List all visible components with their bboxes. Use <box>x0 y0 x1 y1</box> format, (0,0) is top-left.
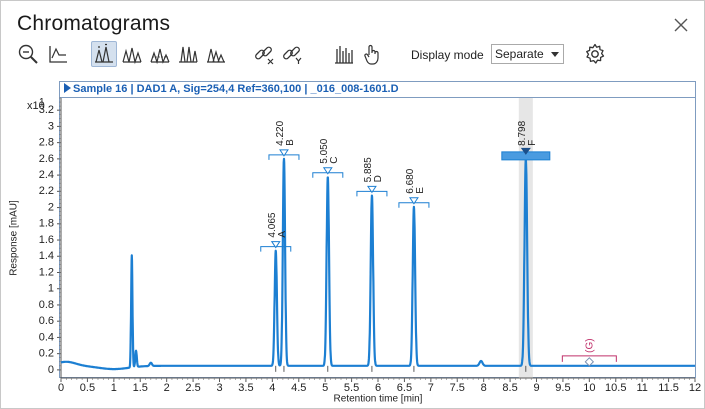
display-mode-select[interactable]: Separate <box>491 44 564 64</box>
x-tick-label: 9.5 <box>555 382 570 394</box>
y-tick-label: 2.2 <box>39 185 54 197</box>
y-tick-label: 0.2 <box>39 348 54 360</box>
x-tick-label: 2.5 <box>185 382 200 394</box>
peak-stack-icon[interactable] <box>147 41 173 67</box>
expected-peak-marker <box>584 357 595 367</box>
x-tick-label: 1.5 <box>133 382 148 394</box>
peak-name-label: C <box>329 156 340 163</box>
y-multiplier-exp: 1 <box>39 97 45 108</box>
x-tick-label: 4.5 <box>291 382 306 394</box>
y-tick-label: 0 <box>48 364 54 376</box>
x-tick-label: 11 <box>636 382 647 394</box>
y-tick-label: 1.6 <box>39 234 54 246</box>
y-tick-label: 3.2 <box>39 104 54 116</box>
peak-rt-label: 8.798 <box>517 120 528 145</box>
peak-marker <box>366 185 377 194</box>
y-tick-label: 1 <box>48 283 54 295</box>
peak-name-label: F <box>527 140 538 146</box>
x-tick-label: 3.5 <box>238 382 253 394</box>
peak-marker <box>408 197 419 205</box>
y-axis-title: Response [mAU] <box>9 200 20 276</box>
y-tick-label: 1.2 <box>39 266 54 278</box>
peak-marker <box>279 149 289 157</box>
x-tick-label: 6 <box>375 382 381 394</box>
x-tick-label: 0.5 <box>80 382 95 394</box>
peak-rt-label: 6.680 <box>405 168 416 193</box>
selected-peak-band <box>518 98 533 378</box>
peak-rt-label: 4.220 <box>275 120 286 145</box>
gear-icon[interactable] <box>583 42 607 66</box>
plot-header[interactable]: Sample 16 | DAD1 A, Sig=254,4 Ref=360,10… <box>60 82 695 98</box>
expand-arrow-icon[interactable] <box>64 83 71 93</box>
y-tick-label: 0.8 <box>39 299 54 311</box>
close-icon[interactable] <box>671 15 691 35</box>
x-tick-label: 12 <box>689 382 701 394</box>
peak-split-icon[interactable] <box>175 41 201 67</box>
peak-rt-label: 5.050 <box>319 138 330 163</box>
y-multiplier: x10 <box>27 100 45 112</box>
x-tick-label: 10 <box>583 382 595 394</box>
baseline-icon[interactable] <box>45 41 71 67</box>
peak-name-label: A <box>277 231 288 238</box>
link-y-icon[interactable] <box>279 41 305 67</box>
x-tick-label: 1 <box>111 382 117 394</box>
x-tick-label: 5.5 <box>344 382 359 394</box>
peak-marker <box>520 147 531 155</box>
display-mode-label: Display mode <box>411 48 484 62</box>
x-axis-title: Retention time [min] <box>334 394 423 405</box>
x-tick-label: 2 <box>164 382 170 394</box>
peak-overlay-icon[interactable] <box>119 41 145 67</box>
x-tick-label: 8.5 <box>502 382 517 394</box>
peak-name-label: E <box>415 187 426 194</box>
x-tick-label: 6.5 <box>397 382 412 394</box>
x-tick-label: 8 <box>481 382 487 394</box>
hand-pointer-icon[interactable] <box>359 41 385 67</box>
display-mode-value: Separate <box>495 47 544 61</box>
y-tick-label: 2.8 <box>39 137 54 149</box>
x-tick-label: 3 <box>216 382 222 394</box>
peak-name-label: D <box>373 175 384 182</box>
x-tick-label: 5 <box>322 382 328 394</box>
x-tick-label: 7.5 <box>450 382 465 394</box>
y-tick-label: 2.6 <box>39 153 54 165</box>
chromatogram-trace <box>60 157 696 371</box>
x-tick-label: 9 <box>533 382 539 394</box>
peak-labels-icon[interactable] <box>91 41 117 67</box>
link-x-icon[interactable] <box>251 41 277 67</box>
peak-name-label: B <box>285 139 296 146</box>
expected-peak-bracket <box>561 355 617 362</box>
x-tick-label: 4 <box>269 382 275 394</box>
spectrum-icon[interactable] <box>331 41 357 67</box>
plot-header-text: Sample 16 | DAD1 A, Sig=254,4 Ref=360,10… <box>73 83 399 95</box>
x-tick-label: 11.5 <box>658 382 679 394</box>
y-tick-label: 2 <box>48 201 54 213</box>
toolbar: Display mode Separate <box>15 41 695 69</box>
y-tick-label: 1.8 <box>39 218 54 230</box>
chevron-down-icon <box>551 52 559 57</box>
y-tick-label: 1.4 <box>39 250 54 262</box>
y-tick-label: 0.4 <box>39 331 54 343</box>
peak-marker <box>322 167 333 175</box>
peak-shift-icon[interactable] <box>203 41 229 67</box>
x-tick-label: 0 <box>58 382 64 394</box>
y-tick-label: 3 <box>48 120 54 132</box>
x-tick-label: 7 <box>428 382 434 394</box>
peak-rt-label: 5.885 <box>363 157 374 182</box>
y-tick-label: 0.6 <box>39 315 54 327</box>
peak-marker <box>270 241 281 249</box>
window-title: Chromatograms <box>17 12 171 35</box>
x-tick-label: 10.5 <box>605 382 626 394</box>
peak-rt-label: 4.065 <box>267 212 278 237</box>
expected-peak-name-label: (G) <box>584 338 595 352</box>
y-tick-label: 2.4 <box>39 169 54 181</box>
zoom-out-icon[interactable] <box>15 41 41 67</box>
